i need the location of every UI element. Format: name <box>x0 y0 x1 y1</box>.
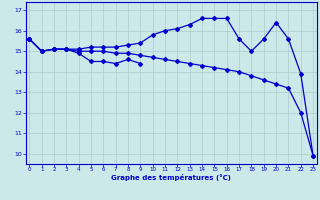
X-axis label: Graphe des températures (°C): Graphe des températures (°C) <box>111 174 231 181</box>
